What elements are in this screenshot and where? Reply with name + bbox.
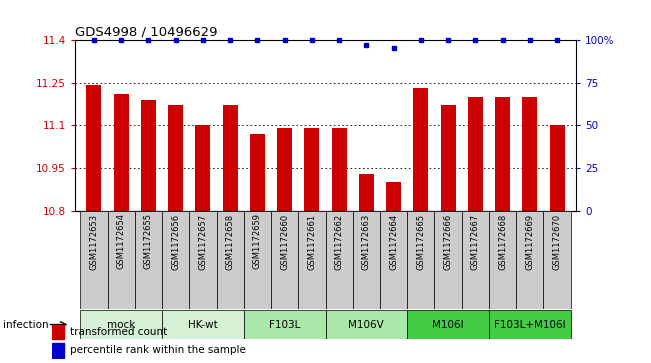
Text: GSM1172654: GSM1172654 (117, 213, 126, 269)
Text: HK-wt: HK-wt (188, 319, 218, 330)
Bar (495, 97, 510, 211)
Text: M106V: M106V (348, 319, 384, 330)
Text: mock: mock (107, 319, 135, 330)
Bar (250, 134, 265, 211)
FancyBboxPatch shape (489, 211, 516, 309)
Bar (277, 128, 292, 211)
Text: F103L: F103L (269, 319, 300, 330)
FancyBboxPatch shape (271, 211, 298, 309)
FancyBboxPatch shape (162, 310, 243, 339)
FancyBboxPatch shape (516, 211, 544, 309)
FancyBboxPatch shape (462, 211, 489, 309)
Text: M106I: M106I (432, 319, 464, 330)
Text: GSM1172663: GSM1172663 (362, 213, 371, 270)
FancyBboxPatch shape (489, 310, 571, 339)
FancyBboxPatch shape (326, 211, 353, 309)
FancyBboxPatch shape (243, 310, 326, 339)
Bar (549, 125, 564, 211)
FancyBboxPatch shape (434, 211, 462, 309)
FancyBboxPatch shape (298, 211, 326, 309)
Bar (195, 125, 210, 211)
FancyBboxPatch shape (544, 211, 571, 309)
Bar (141, 100, 156, 211)
Bar (441, 105, 456, 211)
Bar (331, 128, 346, 211)
Bar (305, 128, 320, 211)
FancyBboxPatch shape (408, 211, 434, 309)
FancyBboxPatch shape (189, 211, 217, 309)
FancyBboxPatch shape (243, 211, 271, 309)
Text: infection: infection (3, 319, 49, 330)
Text: GSM1172669: GSM1172669 (525, 213, 534, 270)
Bar (168, 105, 183, 211)
Text: GSM1172670: GSM1172670 (553, 213, 562, 270)
FancyBboxPatch shape (135, 211, 162, 309)
Bar (223, 105, 238, 211)
Bar (52, 343, 64, 358)
Bar (522, 97, 537, 211)
FancyBboxPatch shape (408, 310, 489, 339)
Text: transformed count: transformed count (70, 327, 167, 337)
Bar (386, 182, 401, 211)
Text: GSM1172659: GSM1172659 (253, 213, 262, 269)
FancyBboxPatch shape (217, 211, 243, 309)
FancyBboxPatch shape (107, 211, 135, 309)
FancyBboxPatch shape (162, 211, 189, 309)
Bar (87, 85, 102, 211)
Text: GSM1172667: GSM1172667 (471, 213, 480, 270)
Text: GSM1172653: GSM1172653 (89, 213, 98, 270)
Text: percentile rank within the sample: percentile rank within the sample (70, 345, 245, 355)
Text: GSM1172660: GSM1172660 (280, 213, 289, 270)
Text: GSM1172658: GSM1172658 (226, 213, 234, 270)
Text: GSM1172661: GSM1172661 (307, 213, 316, 270)
Text: GSM1172657: GSM1172657 (199, 213, 208, 270)
Text: GSM1172664: GSM1172664 (389, 213, 398, 270)
FancyBboxPatch shape (80, 310, 162, 339)
Text: GSM1172662: GSM1172662 (335, 213, 344, 270)
Text: GSM1172666: GSM1172666 (443, 213, 452, 270)
FancyBboxPatch shape (326, 310, 408, 339)
Bar (114, 94, 129, 211)
Text: GSM1172656: GSM1172656 (171, 213, 180, 270)
Text: GSM1172655: GSM1172655 (144, 213, 153, 269)
Text: GDS4998 / 10496629: GDS4998 / 10496629 (75, 26, 217, 39)
Text: GSM1172668: GSM1172668 (498, 213, 507, 270)
Bar (468, 97, 483, 211)
Text: F103L+M106I: F103L+M106I (494, 319, 566, 330)
FancyBboxPatch shape (380, 211, 408, 309)
FancyBboxPatch shape (353, 211, 380, 309)
Bar (359, 174, 374, 211)
Bar (52, 325, 64, 339)
Bar (413, 88, 428, 211)
FancyBboxPatch shape (80, 211, 107, 309)
Text: GSM1172665: GSM1172665 (417, 213, 425, 270)
